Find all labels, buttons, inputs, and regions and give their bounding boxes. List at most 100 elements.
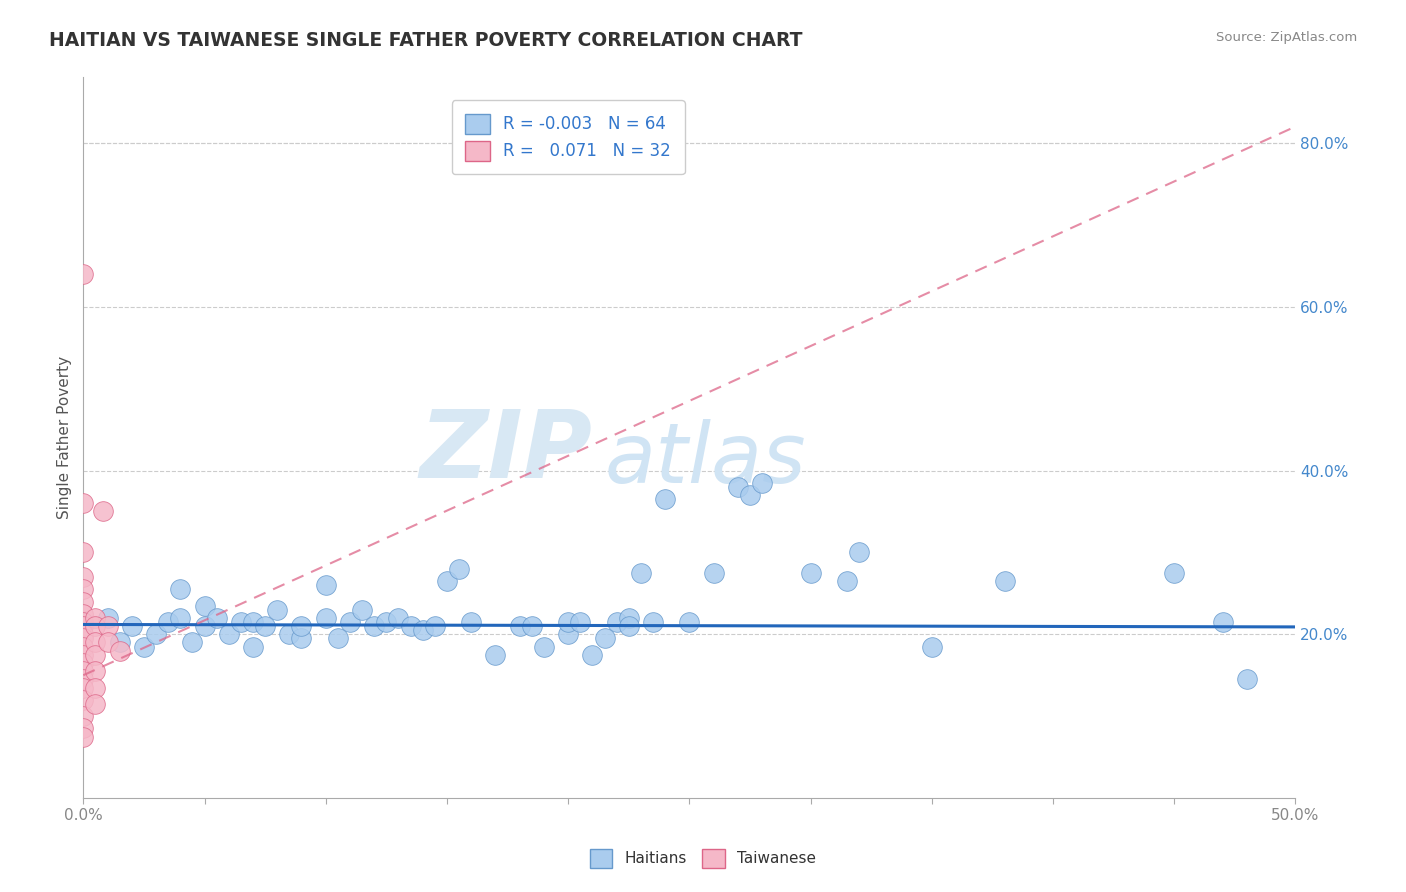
Point	[800, 566, 823, 580]
Point	[581, 648, 603, 662]
Point	[678, 615, 700, 629]
Point	[157, 615, 180, 629]
Legend: R = -0.003   N = 64, R =   0.071   N = 32: R = -0.003 N = 64, R = 0.071 N = 32	[451, 100, 685, 174]
Point	[569, 615, 592, 629]
Point	[169, 611, 191, 625]
Point	[412, 623, 434, 637]
Point	[315, 578, 337, 592]
Point	[617, 611, 640, 625]
Point	[96, 619, 118, 633]
Point	[436, 574, 458, 588]
Point	[84, 697, 107, 711]
Point	[352, 603, 374, 617]
Point	[278, 627, 301, 641]
Point	[738, 488, 761, 502]
Point	[72, 570, 94, 584]
Point	[449, 562, 471, 576]
Point	[72, 496, 94, 510]
Point	[72, 627, 94, 641]
Point	[72, 545, 94, 559]
Point	[121, 619, 143, 633]
Point	[72, 632, 94, 646]
Point	[617, 619, 640, 633]
Point	[72, 607, 94, 621]
Point	[169, 582, 191, 597]
Point	[84, 648, 107, 662]
Point	[145, 627, 167, 641]
Point	[363, 619, 385, 633]
Point	[557, 627, 579, 641]
Point	[484, 648, 506, 662]
Point	[72, 673, 94, 687]
Point	[72, 709, 94, 723]
Point	[72, 681, 94, 695]
Point	[229, 615, 252, 629]
Point	[266, 603, 288, 617]
Text: ZIP: ZIP	[419, 406, 592, 498]
Point	[557, 615, 579, 629]
Text: HAITIAN VS TAIWANESE SINGLE FATHER POVERTY CORRELATION CHART: HAITIAN VS TAIWANESE SINGLE FATHER POVER…	[49, 31, 803, 50]
Point	[375, 615, 398, 629]
Point	[84, 619, 107, 633]
Point	[72, 594, 94, 608]
Point	[835, 574, 858, 588]
Point	[108, 635, 131, 649]
Point	[181, 635, 204, 649]
Point	[315, 611, 337, 625]
Legend: Haitians, Taiwanese: Haitians, Taiwanese	[583, 843, 823, 873]
Point	[921, 640, 943, 654]
Point	[1212, 615, 1234, 629]
Text: atlas: atlas	[605, 419, 806, 500]
Point	[84, 635, 107, 649]
Point	[72, 619, 94, 633]
Point	[84, 611, 107, 625]
Point	[242, 615, 264, 629]
Text: Source: ZipAtlas.com: Source: ZipAtlas.com	[1216, 31, 1357, 45]
Point	[242, 640, 264, 654]
Point	[423, 619, 446, 633]
Point	[993, 574, 1015, 588]
Point	[1163, 566, 1185, 580]
Point	[72, 730, 94, 744]
Point	[848, 545, 870, 559]
Point	[91, 504, 114, 518]
Point	[72, 722, 94, 736]
Point	[290, 632, 312, 646]
Point	[72, 640, 94, 654]
Point	[72, 267, 94, 281]
Point	[205, 611, 228, 625]
Point	[509, 619, 531, 633]
Point	[460, 615, 482, 629]
Point	[218, 627, 240, 641]
Point	[326, 632, 349, 646]
Point	[399, 619, 422, 633]
Point	[72, 664, 94, 678]
Point	[290, 619, 312, 633]
Point	[533, 640, 555, 654]
Point	[606, 615, 628, 629]
Point	[641, 615, 664, 629]
Point	[84, 681, 107, 695]
Point	[96, 611, 118, 625]
Point	[654, 492, 676, 507]
Point	[84, 664, 107, 678]
Point	[727, 480, 749, 494]
Point	[339, 615, 361, 629]
Point	[72, 656, 94, 670]
Point	[193, 619, 215, 633]
Point	[1236, 673, 1258, 687]
Point	[108, 643, 131, 657]
Point	[751, 475, 773, 490]
Point	[72, 615, 94, 629]
Point	[132, 640, 155, 654]
Point	[593, 632, 616, 646]
Point	[193, 599, 215, 613]
Point	[72, 648, 94, 662]
Point	[520, 619, 543, 633]
Point	[254, 619, 277, 633]
Point	[387, 611, 409, 625]
Y-axis label: Single Father Poverty: Single Father Poverty	[58, 356, 72, 519]
Point	[72, 615, 94, 629]
Point	[630, 566, 652, 580]
Point	[72, 693, 94, 707]
